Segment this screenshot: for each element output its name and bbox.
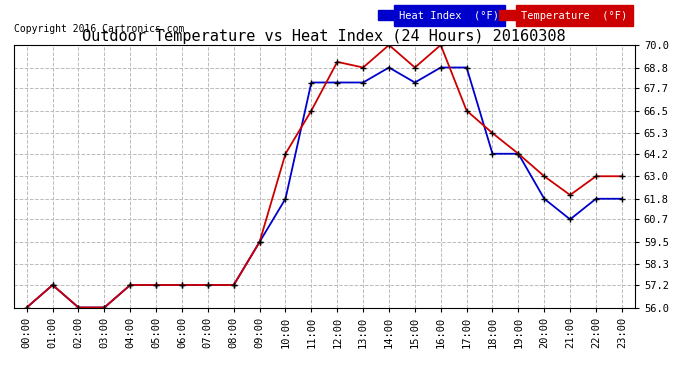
Title: Outdoor Temperature vs Heat Index (24 Hours) 20160308: Outdoor Temperature vs Heat Index (24 Ho… xyxy=(83,29,566,44)
Text: Copyright 2016 Cartronics.com: Copyright 2016 Cartronics.com xyxy=(14,24,184,34)
Legend: Heat Index  (°F), Temperature  (°F): Heat Index (°F), Temperature (°F) xyxy=(375,8,629,22)
